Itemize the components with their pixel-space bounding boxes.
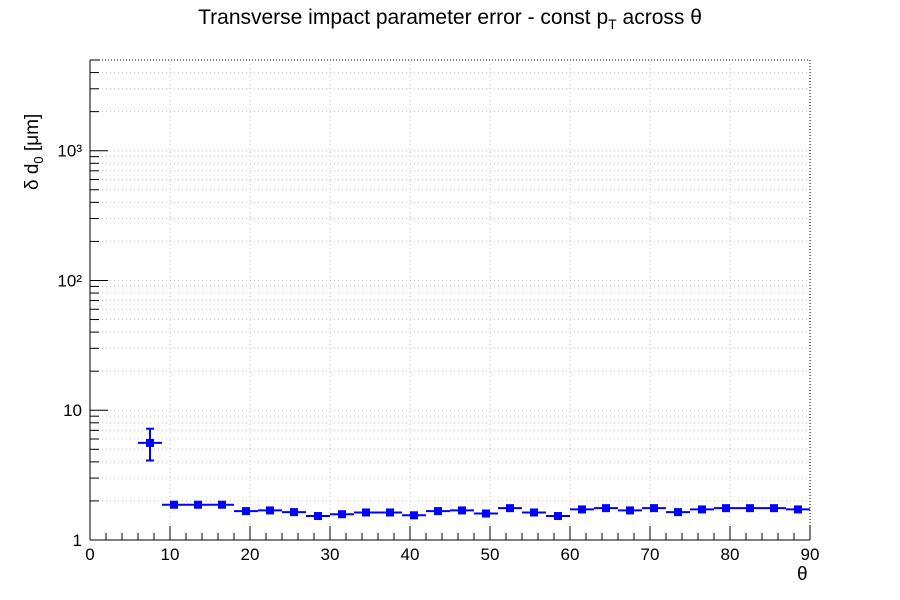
x-tick-label: 0 [85, 545, 94, 564]
data-point [578, 505, 586, 514]
data-point [674, 508, 682, 517]
x-tick-label: 50 [481, 545, 500, 564]
x-tick-label: 40 [401, 545, 420, 564]
data-point [170, 500, 178, 509]
data-point [554, 512, 562, 521]
data-point [362, 508, 370, 517]
data-point [506, 504, 514, 513]
y-tick-label: 10³ [57, 142, 82, 161]
data-point [698, 505, 706, 514]
title-tail: across θ [616, 6, 702, 29]
x-tick-label: 70 [641, 545, 660, 564]
y-tick-label: 1 [73, 531, 82, 550]
data-point [386, 508, 394, 517]
data-point [290, 508, 298, 517]
data-point [434, 507, 442, 516]
x-tick-label: 10 [161, 545, 180, 564]
data-point [746, 504, 754, 513]
data-point [482, 509, 490, 518]
x-tick-label: 80 [721, 545, 740, 564]
data-point [194, 500, 202, 509]
data-point [266, 506, 274, 515]
x-axis-label: θ [797, 564, 808, 585]
data-point [602, 504, 610, 513]
x-tick-label: 30 [321, 545, 340, 564]
x-tick-label: 20 [241, 545, 260, 564]
x-tick-label: 60 [561, 545, 580, 564]
data-point [338, 510, 346, 519]
data-point [650, 504, 658, 513]
data-point [770, 504, 778, 513]
y-tick-label: 10² [57, 271, 82, 290]
data-point [530, 508, 538, 517]
data-point [626, 506, 634, 515]
data-point [314, 512, 322, 521]
y-tick-label: 10 [63, 401, 82, 420]
title-subscript: T [608, 16, 617, 33]
data-point [218, 500, 226, 509]
data-point [410, 511, 418, 520]
data-point [146, 438, 154, 447]
data-point [794, 505, 802, 514]
data-point [722, 504, 730, 513]
x-tick-label: 90 [801, 545, 820, 564]
title-text: Transverse impact parameter error - cons… [198, 6, 609, 29]
data-point [242, 507, 250, 516]
data-point [458, 506, 466, 515]
chart-title: Transverse impact parameter error - cons… [0, 6, 900, 32]
